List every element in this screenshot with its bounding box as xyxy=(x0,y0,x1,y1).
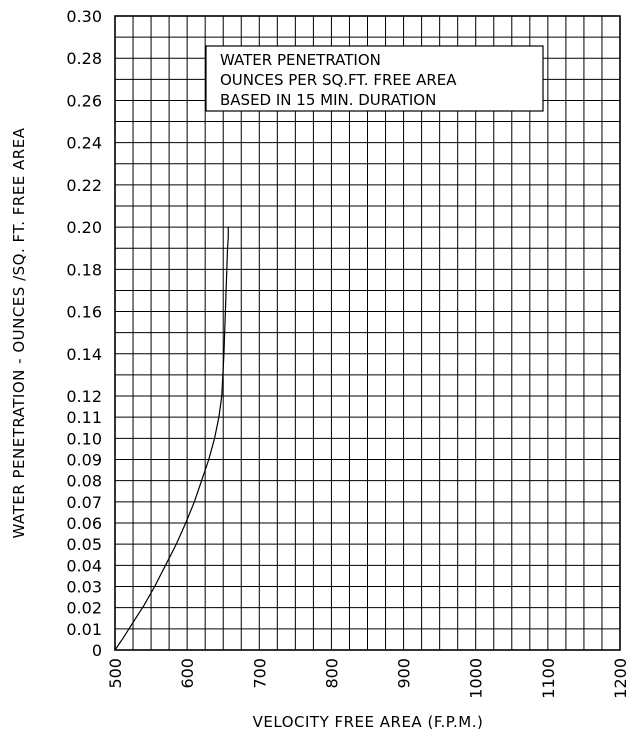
y-tick-label: 0.05 xyxy=(66,535,102,554)
y-tick-label: 0.24 xyxy=(66,134,102,153)
y-tick-label: 0 xyxy=(92,641,102,660)
x-tick-label: 1200 xyxy=(611,658,627,699)
legend-line-1: WATER PENETRATION xyxy=(220,51,381,69)
x-tick-label: 700 xyxy=(250,658,269,689)
x-tick-label: 1000 xyxy=(467,658,486,699)
y-tick-label: 0.28 xyxy=(66,49,102,68)
y-tick-label: 0.03 xyxy=(66,578,102,597)
y-tick-label: 0.22 xyxy=(66,176,102,195)
y-tick-labels: 0 0.01 0.02 0.03 0.04 0.05 0.06 0.07 0.08 0.09 0.1… xyxy=(66,7,102,660)
grid xyxy=(114,15,621,651)
y-tick-label: 0.02 xyxy=(66,599,102,618)
y-tick-label: 0.18 xyxy=(66,260,102,279)
y-tick-label: 0.30 xyxy=(66,7,102,26)
y-tick-label: 0.26 xyxy=(66,91,102,110)
x-axis-label: VELOCITY FREE AREA (F.P.M.) xyxy=(253,713,484,731)
y-tick-label: 0.08 xyxy=(66,472,102,491)
x-tick-label: 1100 xyxy=(539,658,558,699)
x-tick-label: 800 xyxy=(322,658,341,689)
y-tick-label: 0.10 xyxy=(66,429,102,448)
x-tick-label: 500 xyxy=(106,658,125,689)
legend: WATER PENETRATION OUNCES PER SQ.FT. FREE… xyxy=(205,45,544,112)
data-series xyxy=(114,227,229,651)
plot-frame xyxy=(114,15,621,651)
y-tick-label: 0.06 xyxy=(66,514,102,533)
x-tick-labels: 500 600 700 800 900 1000 1100 1200 xyxy=(106,658,627,699)
legend-line-2: OUNCES PER SQ.FT. FREE AREA xyxy=(220,71,457,89)
y-tick-label: 0.20 xyxy=(66,218,102,237)
y-axis-label: WATER PENETRATION - OUNCES /SQ. FT. FREE… xyxy=(10,127,28,538)
x-tick-label: 900 xyxy=(395,658,414,689)
y-tick-label: 0.01 xyxy=(66,620,102,639)
y-tick-label: 0.16 xyxy=(66,303,102,322)
series-line xyxy=(114,227,229,651)
legend-box xyxy=(205,45,544,112)
legend-line-3: BASED IN 15 MIN. DURATION xyxy=(220,91,436,109)
y-tick-label: 0.07 xyxy=(66,493,102,512)
y-tick-label: 0.12 xyxy=(66,387,102,406)
x-tick-label: 600 xyxy=(178,658,197,689)
y-tick-label: 0.04 xyxy=(66,556,102,575)
y-tick-label: 0.09 xyxy=(66,451,102,470)
y-tick-label: 0.11 xyxy=(66,408,102,427)
y-tick-label: 0.14 xyxy=(66,345,102,364)
